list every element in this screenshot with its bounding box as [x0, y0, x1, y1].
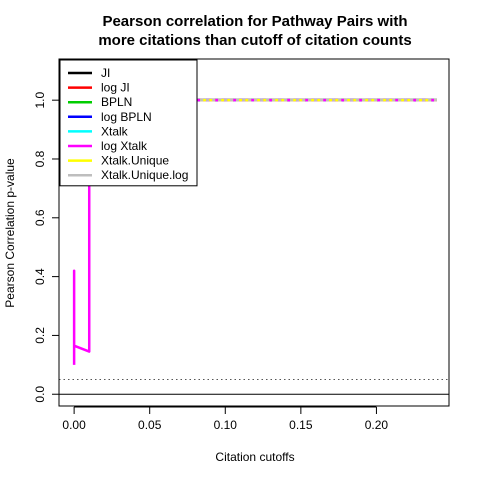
legend-entry: Xtalk.Unique: [101, 154, 169, 168]
x-tick-label: 0.05: [138, 418, 162, 432]
legend-entry: Xtalk.Unique.log: [101, 168, 188, 182]
legend-entry: log BPLN: [101, 110, 152, 124]
x-axis-label: Citation cutoffs: [215, 450, 294, 464]
y-tick-label: 0.0: [33, 386, 47, 403]
y-tick-label: 0.4: [33, 268, 47, 285]
y-tick-label: 0.2: [33, 327, 47, 344]
legend-entry: log Xtalk: [101, 139, 148, 153]
y-axis: 0.0 0.2 0.4 0.6 0.8 1.0: [33, 92, 60, 403]
x-tick-label: 0.10: [214, 418, 238, 432]
y-axis-label: Pearson Correlation p-value: [3, 158, 17, 308]
chart-title-line-1: Pearson correlation for Pathway Pairs wi…: [102, 13, 407, 30]
legend-entry: JI: [101, 66, 110, 80]
x-tick-label: 0.15: [289, 418, 313, 432]
reference-lines: [59, 379, 449, 395]
y-tick-label: 0.6: [33, 209, 47, 226]
y-tick-label: 1.0: [33, 92, 47, 109]
legend-entry: log JI: [101, 81, 130, 95]
x-axis: 0.00 0.05 0.10 0.15 0.20: [62, 406, 389, 432]
y-tick-label: 0.8: [33, 150, 47, 167]
x-tick-label: 0.20: [365, 418, 389, 432]
legend-entry: Xtalk: [101, 124, 129, 138]
legend-box: [59, 59, 198, 187]
legend-entry: BPLN: [101, 95, 132, 109]
chart-title-line-2: more citations than cutoff of citation c…: [98, 32, 411, 49]
x-tick-label: 0.00: [62, 418, 86, 432]
